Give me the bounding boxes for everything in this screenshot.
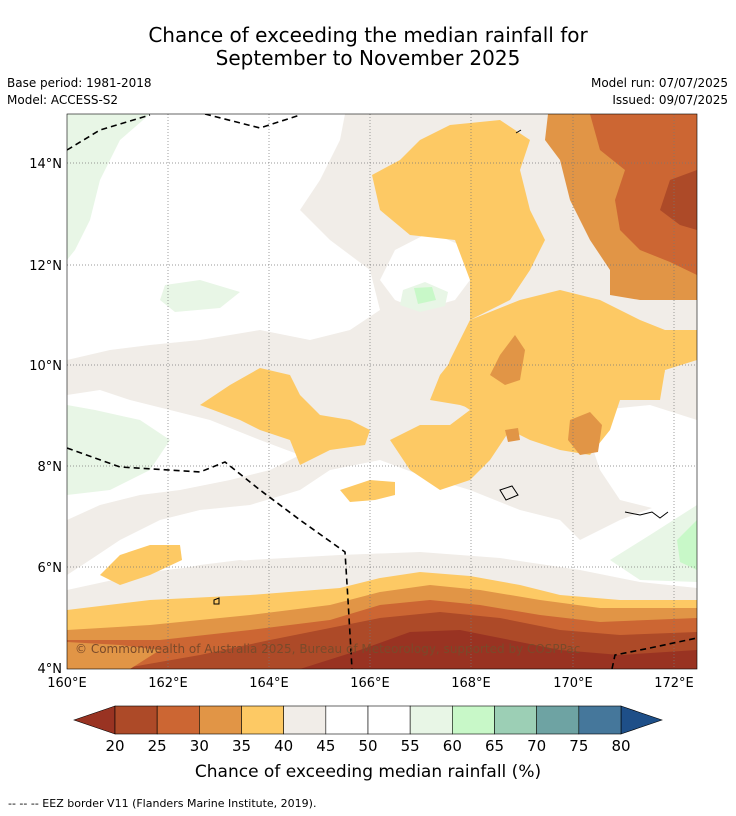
contour-30-35-patch1 (490, 335, 525, 385)
contour-25-30-ne (590, 114, 697, 275)
colorbar-cell-20-25 (114, 705, 158, 735)
colorbar-cell-40-45 (283, 705, 327, 735)
colorbar-over-arrow (620, 705, 663, 735)
colorbar-under-arrow (73, 705, 116, 735)
contour-30-35-sw-corner (67, 642, 160, 669)
colorbar-tick-30: 30 (189, 737, 209, 755)
colorbar-cell-60-65 (452, 705, 495, 735)
contour-35-40-sw (100, 545, 182, 585)
contour-35-40-west (200, 368, 370, 465)
contour-45-50-east (590, 405, 697, 510)
contour-under-20-south (300, 630, 697, 669)
contour-55-60-mid (160, 280, 240, 312)
colorbar-cell-65-70 (494, 705, 537, 735)
colorbar-tick-25: 25 (147, 737, 167, 755)
contour-35-40-central (390, 290, 697, 490)
colorbar-tick-60: 60 (442, 737, 462, 755)
lat-tick-10: 10°N (29, 359, 62, 374)
contour-40-45-region (67, 114, 697, 669)
contour-60-65-center (414, 287, 436, 304)
colorbar-tick-70: 70 (527, 737, 547, 755)
map-title-line2: September to November 2025 (215, 46, 521, 70)
contour-60-65-east (677, 520, 697, 570)
map-area: © Commonwealth of Australia 2025, Bureau… (67, 114, 697, 669)
lat-tick-4: 4°N (38, 662, 63, 677)
lon-tick-166: 166°E (350, 676, 390, 691)
lon-tick-164: 164°E (249, 676, 289, 691)
colorbar-cell-70-75 (536, 705, 580, 735)
contour-55-60-east (610, 505, 697, 582)
contour-30-35-patch3 (505, 428, 520, 442)
contour-55-60-west (67, 405, 170, 495)
colorbar-tick-35: 35 (231, 737, 252, 755)
lon-tick-170: 170°E (553, 676, 593, 691)
colorbar-cell-50-55 (367, 705, 411, 735)
colorbar-cell-30-35 (199, 705, 242, 735)
colorbar-cell-45-50 (325, 705, 369, 735)
issued-date: Issued: 09/07/2025 (612, 93, 728, 107)
colorbar-cell-75-80 (578, 705, 622, 735)
eez-borders (67, 114, 697, 669)
lon-tick-160: 160°E (47, 676, 87, 691)
lat-tick-14: 14°N (29, 157, 62, 172)
lat-tick-8: 8°N (38, 460, 63, 475)
base-period: Base period: 1981-2018 (7, 76, 152, 90)
lat-tick-6: 6°N (38, 561, 63, 576)
colorbar-tick-80: 80 (611, 737, 631, 755)
colorbar-tick-50: 50 (358, 737, 378, 755)
model-name: Model: ACCESS-S2 (7, 93, 119, 107)
colorbar-label: Chance of exceeding median rainfall (%) (194, 762, 542, 782)
colorbar-tick-65: 65 (484, 737, 505, 755)
lon-tick-168: 168°E (451, 676, 491, 691)
colorbar (73, 705, 663, 735)
colorbar-tick-55: 55 (400, 737, 420, 755)
colorbar-tick-75: 75 (569, 737, 589, 755)
lon-tick-172: 172°E (654, 676, 694, 691)
colorbar-cell-25-30 (156, 705, 200, 735)
lat-tick-12: 12°N (29, 259, 62, 274)
graticule (67, 114, 697, 669)
copyright-notice: © Commonwealth of Australia 2025, Bureau… (75, 642, 580, 656)
map-frame (66, 113, 698, 670)
map-title-line1: Chance of exceeding the median rainfall … (148, 23, 588, 47)
colorbar-tick-45: 45 (316, 737, 336, 755)
colorbar-cell-35-40 (241, 705, 284, 735)
lon-tick-162: 162°E (148, 676, 188, 691)
colorbar-cell-55-60 (409, 705, 453, 735)
colorbar-tick-20: 20 (105, 737, 125, 755)
contour-30-35-patch2 (568, 412, 602, 455)
model-run: Model run: 07/07/2025 (590, 76, 728, 90)
contour-35-40-small (340, 480, 395, 502)
contour-55-60-nw (67, 114, 150, 260)
eez-legend: -- -- -- EEZ border V11 (Flanders Marine… (8, 797, 317, 810)
islands (213, 129, 669, 605)
colorbar-tick-40: 40 (274, 737, 294, 755)
contour-20-25-ne (660, 170, 697, 230)
contour-45-50-island (380, 232, 470, 310)
